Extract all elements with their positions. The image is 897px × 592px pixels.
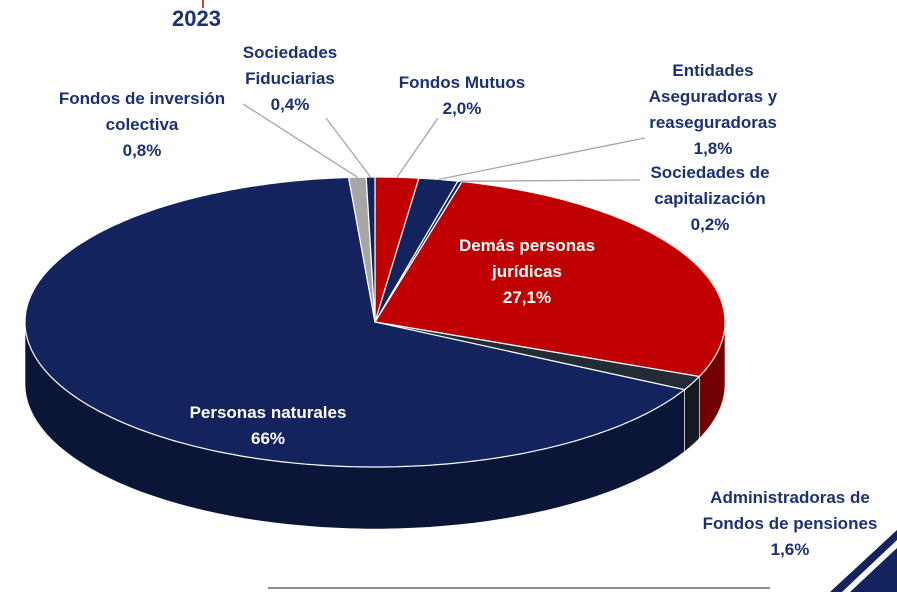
category-label: Sociedades de capitalización bbox=[650, 163, 770, 208]
corner-decoration bbox=[850, 548, 897, 592]
category-label: Sociedades Fiduciarias bbox=[242, 43, 338, 88]
value-label: 0,2% bbox=[690, 215, 730, 234]
category-label: Entidades Aseguradoras y reaseguradoras bbox=[648, 61, 778, 132]
category-label: Fondos Mutuos bbox=[398, 73, 526, 92]
pie-top bbox=[24, 176, 726, 468]
leader-line bbox=[242, 103, 358, 178]
chart-title: 2023 bbox=[172, 6, 221, 31]
data-label: Fondos Mutuos 2,0% bbox=[387, 70, 537, 122]
value-label: 27,1% bbox=[502, 288, 552, 307]
data-label: Personas naturales 66% bbox=[143, 400, 393, 452]
value-label: 0,8% bbox=[122, 141, 162, 160]
leader-line bbox=[396, 117, 439, 178]
leader-line bbox=[459, 179, 641, 182]
category-label: Administradoras de Fondos de pensiones bbox=[702, 488, 878, 533]
category-label: Demás personas jurídicas bbox=[458, 236, 596, 281]
data-label: Sociedades Fiduciarias 0,4% bbox=[225, 40, 355, 118]
data-label: Demás personas jurídicas 27,1% bbox=[432, 233, 622, 311]
slice bbox=[374, 180, 726, 378]
leader-line bbox=[438, 137, 646, 181]
slice bbox=[374, 321, 701, 391]
value-label: 2,0% bbox=[442, 99, 482, 118]
category-label: Personas naturales bbox=[189, 403, 347, 422]
data-label: Administradoras de Fondos de pensiones 1,… bbox=[685, 485, 895, 563]
corner-decoration bbox=[830, 530, 897, 592]
category-label: Fondos de inversión colectiva bbox=[58, 89, 226, 134]
data-label: Fondos de inversión colectiva 0,8% bbox=[35, 86, 250, 164]
slice bbox=[24, 176, 686, 468]
value-label: 1,8% bbox=[693, 139, 733, 158]
leader-line bbox=[325, 117, 372, 178]
data-label: Entidades Aseguradoras y reaseguradoras 1… bbox=[626, 58, 801, 162]
value-label: 1,6% bbox=[770, 540, 810, 559]
value-label: 0,4% bbox=[270, 95, 310, 114]
value-label: 66% bbox=[250, 429, 286, 448]
data-label: Sociedades de capitalización 0,2% bbox=[625, 160, 795, 238]
